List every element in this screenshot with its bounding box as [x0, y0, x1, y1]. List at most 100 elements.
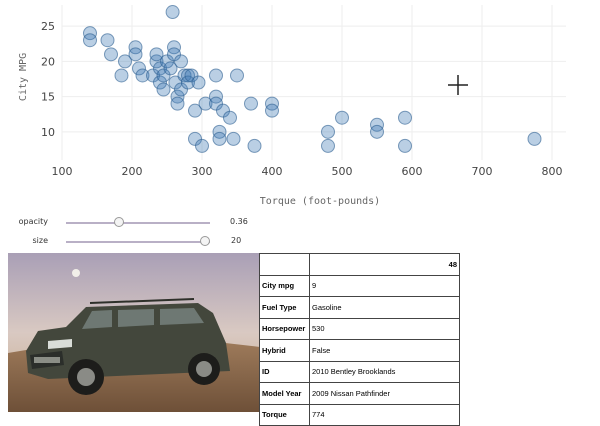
field-value: 9: [309, 274, 460, 297]
scatter-point[interactable]: [174, 82, 188, 97]
x-tick-label: 600: [402, 165, 423, 178]
scatter-point[interactable]: [181, 75, 195, 90]
details-table: 48 City mpg 9 Fuel Type Gasoline Horsepo…: [259, 253, 460, 426]
scatter-point[interactable]: [398, 138, 412, 153]
scatter-point[interactable]: [170, 96, 185, 111]
field-key: Hybrid: [259, 339, 310, 362]
scatter-point[interactable]: [100, 33, 115, 48]
x-tick-label: 500: [332, 165, 353, 178]
scatter-point[interactable]: [209, 89, 223, 104]
scatter-point[interactable]: [167, 47, 181, 62]
scatter-point[interactable]: [212, 131, 227, 146]
size-slider[interactable]: [66, 236, 210, 246]
scatter-point[interactable]: [223, 110, 237, 125]
x-tick-label: 800: [542, 165, 563, 178]
scatter-point[interactable]: [170, 89, 185, 104]
scatter-point[interactable]: [188, 131, 202, 146]
table-row: ID 2010 Bentley Brooklands: [259, 360, 460, 383]
table-row: Horsepower 530: [259, 317, 460, 340]
scatter-point[interactable]: [114, 68, 129, 83]
x-tick-label: 300: [192, 165, 213, 178]
crosshair-cursor-icon: [448, 75, 468, 95]
field-value: False: [309, 339, 460, 362]
field-key: Horsepower: [259, 317, 310, 340]
scatter-point[interactable]: [83, 26, 97, 41]
scatter-point[interactable]: [209, 68, 223, 83]
scatter-point[interactable]: [149, 54, 164, 69]
x-tick-label: 700: [472, 165, 493, 178]
scatter-point[interactable]: [265, 96, 279, 111]
scatter-point[interactable]: [128, 40, 143, 55]
table-header-row: 48: [259, 253, 460, 276]
scatter-point[interactable]: [198, 96, 213, 111]
scatter-chart[interactable]: 100 200 300 400 500 600 700 800 10 15 20 25 City MP…: [0, 0, 600, 250]
scatter-point[interactable]: [132, 61, 146, 76]
scatter-point[interactable]: [153, 75, 167, 90]
x-tick-label: 200: [122, 165, 143, 178]
y-tick-label: 10: [41, 126, 55, 139]
scatter-point[interactable]: [527, 131, 542, 146]
table-row: Fuel Type Gasoline: [259, 296, 460, 319]
y-tick-label: 15: [41, 91, 55, 104]
field-key: ID: [259, 360, 310, 383]
scatter-point[interactable]: [146, 68, 160, 83]
scatter-point[interactable]: [370, 124, 384, 139]
table-row: Hybrid False: [259, 339, 460, 362]
scatter-point[interactable]: [149, 47, 164, 62]
opacity-value: 0.36: [230, 217, 248, 226]
scatter-point[interactable]: [181, 68, 195, 83]
scatter-point[interactable]: [335, 110, 349, 125]
size-value: 20: [231, 236, 242, 245]
field-value: 2010 Bentley Brooklands: [309, 360, 460, 383]
scatter-point[interactable]: [184, 68, 199, 83]
scatter-point[interactable]: [160, 54, 174, 69]
opacity-label: opacity: [18, 217, 48, 226]
y-tick-label: 20: [41, 55, 55, 68]
scatter-point[interactable]: [153, 61, 167, 76]
opacity-slider[interactable]: [66, 217, 210, 227]
scatter-point[interactable]: [265, 103, 279, 118]
scatter-point[interactable]: [128, 47, 143, 62]
scatter-point[interactable]: [135, 68, 150, 83]
y-axis-label: City MPG: [18, 53, 29, 101]
field-value: Gasoline: [309, 296, 460, 319]
scatter-point[interactable]: [398, 110, 412, 125]
y-tick-label: 25: [41, 20, 55, 33]
scatter-point[interactable]: [83, 33, 97, 48]
field-key: City mpg: [259, 274, 310, 297]
scatter-point[interactable]: [167, 40, 181, 55]
scatter-point[interactable]: [244, 96, 258, 111]
scatter-point[interactable]: [195, 138, 209, 153]
scatter-point[interactable]: [156, 82, 171, 97]
vehicle-photo: [8, 253, 260, 412]
scatter-point[interactable]: [174, 54, 188, 69]
opacity-slider-thumb[interactable]: [114, 217, 125, 227]
table-row: City mpg 9: [259, 274, 460, 297]
scatter-point[interactable]: [188, 103, 202, 118]
scatter-point[interactable]: [165, 5, 180, 20]
scatter-point[interactable]: [191, 75, 206, 90]
field-value: 2009 Nissan Pathfinder: [309, 382, 460, 405]
scatter-point[interactable]: [321, 124, 335, 139]
scatter-point[interactable]: [321, 138, 335, 153]
size-slider-thumb[interactable]: [200, 236, 210, 246]
scatter-point[interactable]: [212, 124, 227, 139]
scatter-point[interactable]: [226, 131, 241, 146]
scatter-point[interactable]: [216, 103, 230, 118]
field-value: 530: [309, 317, 460, 340]
x-axis-label: Torque (foot-pounds): [260, 196, 380, 207]
scatter-point[interactable]: [118, 54, 132, 69]
field-key: Fuel Type: [259, 296, 310, 319]
x-tick-label: 400: [262, 165, 283, 178]
size-label: size: [32, 236, 48, 245]
scatter-point[interactable]: [104, 47, 118, 62]
scatter-point[interactable]: [230, 68, 244, 83]
scatter-point[interactable]: [209, 96, 223, 111]
scatter-point[interactable]: [156, 68, 171, 83]
table-row: Model Year 2009 Nissan Pathfinder: [259, 382, 460, 405]
x-tick-label: 100: [52, 165, 73, 178]
scatter-point[interactable]: [163, 61, 178, 76]
scatter-point[interactable]: [247, 138, 262, 153]
row-index: 48: [309, 253, 460, 276]
scatter-point[interactable]: [370, 117, 384, 132]
